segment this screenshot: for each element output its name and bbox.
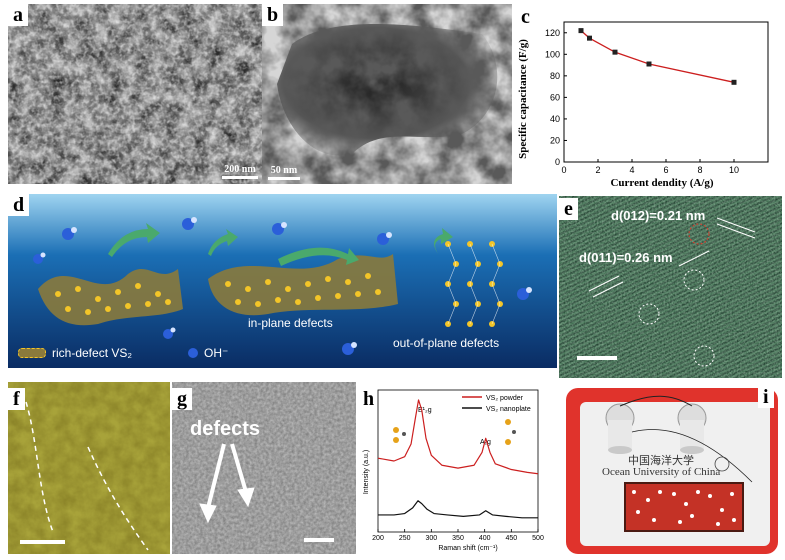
x-tick-label: 10 (729, 165, 739, 175)
panel-label: e (559, 198, 578, 220)
data-point (587, 35, 592, 41)
data-point (578, 28, 584, 34)
legend-oh: OH⁻ (188, 346, 228, 360)
y-tick-label: 100 (545, 49, 560, 59)
panel-f-tem-image: f (8, 382, 170, 554)
panel-label: b (262, 4, 284, 26)
capacitance-chart: Specific capacitance (F/g) Current dendi… (517, 21, 769, 189)
inplane-label: in-plane defects (248, 316, 333, 330)
x-tick-label: 250 (399, 535, 411, 542)
defects-label: defects (190, 418, 261, 440)
legend-powder: VS₂ powder (486, 395, 524, 402)
yellow-tem-texture (8, 382, 170, 554)
panel-h-raman-chart: h Intensity (a.u.) Raman shift (cm⁻¹) E¹… (358, 382, 558, 554)
series-line (378, 500, 538, 519)
x-tick-label: 8 (697, 165, 702, 175)
y-axis-title: Intensity (a.u.) (363, 450, 370, 494)
panel-label: h (363, 388, 375, 410)
hydroxide-ions (33, 217, 532, 355)
panel-d-schematic: d rich-defect VS₂ OH⁻ in-plane defects o… (8, 194, 557, 368)
hydroxide-icon (188, 348, 198, 358)
university-seal (714, 456, 730, 472)
data-point (646, 61, 652, 67)
lattice-texture (559, 196, 782, 378)
university-name-english: Ocean University of China (602, 466, 721, 478)
lattice-spacing-012: d(012)=0.21 nm (611, 208, 706, 223)
photo-background (562, 382, 782, 558)
scale-bar: 50 nm (268, 165, 300, 180)
raman-legend: VS₂ powder VS₂ nanoplate (462, 395, 531, 413)
y-tick-label: 0 (555, 157, 560, 167)
data-point (612, 49, 618, 55)
x-tick-label: 500 (532, 535, 544, 542)
gray-lattice-texture (172, 382, 356, 554)
x-tick-label: 2 (595, 165, 600, 175)
sem-texture (8, 4, 264, 184)
series-line (580, 30, 735, 83)
y-axis-title: Specific capacitance (F/g) (517, 39, 529, 159)
scale-bar-label: 200 nm (224, 164, 256, 175)
data-point (731, 79, 737, 85)
x-tick-label: 6 (663, 165, 668, 175)
panel-label: f (8, 388, 25, 410)
series-line (377, 399, 539, 475)
x-tick-label: 200 (372, 535, 384, 542)
panel-b-tem-image: b 50 nm (262, 4, 512, 184)
panel-label: i (758, 386, 774, 408)
vibration-icons (393, 419, 516, 445)
panel-i-device-photo: i 中国海洋大学 Ocean University of China (562, 382, 782, 558)
plot-frame (563, 21, 769, 163)
x-tick-label: 300 (425, 535, 437, 542)
vs2-sheet-icon (18, 348, 46, 358)
legend-nanoplate: VS₂ nanoplate (486, 406, 531, 413)
raman-chart: Intensity (a.u.) Raman shift (cm⁻¹) E¹₂g… (363, 389, 544, 552)
underwater-background (8, 194, 557, 368)
x-tick-label: 350 (452, 535, 464, 542)
panel-label: a (8, 4, 28, 26)
panel-c-capacitance-chart: c Specific capacitance (F/g) Current den… (512, 4, 782, 192)
x-tick-label: 4 (629, 165, 634, 175)
y-tick-label: 120 (545, 28, 560, 38)
lattice-spacing-011: d(011)=0.26 nm (579, 250, 673, 265)
y-tick-label: 40 (550, 114, 560, 124)
led-grid (626, 484, 742, 530)
panel-e-hrtem-image: e d(012)=0.21 nm d(011)=0.26 nm (559, 196, 782, 378)
outplane-label: out-of-plane defects (393, 336, 500, 350)
panel-label: d (8, 194, 30, 216)
university-name-chinese: 中国海洋大学 (628, 455, 694, 467)
tem-texture (262, 4, 512, 184)
scale-bar: 200 nm (222, 164, 258, 179)
peak-label-eg: E¹₂g (418, 407, 432, 414)
y-tick-label: 80 (550, 71, 560, 81)
peak-label-ag: A₁g (480, 439, 491, 446)
panel-label: g (172, 388, 192, 410)
panel-a-sem-image: a 200 nm (8, 4, 264, 184)
x-axis-title: Raman shift (cm⁻¹) (438, 545, 497, 552)
x-axis-title: Current dendity (A/g) (610, 177, 713, 189)
panel-g-hrtem-image: g defects (172, 382, 356, 554)
legend-vs2: rich-defect VS₂ (18, 346, 132, 360)
x-tick-label: 400 (479, 535, 491, 542)
y-tick-label: 60 (550, 92, 560, 102)
x-tick-label: 0 (561, 165, 566, 175)
y-tick-label: 20 (550, 135, 560, 145)
panel-label: c (521, 6, 530, 28)
x-tick-label: 450 (505, 535, 517, 542)
scale-bar-label: 50 nm (271, 165, 298, 176)
